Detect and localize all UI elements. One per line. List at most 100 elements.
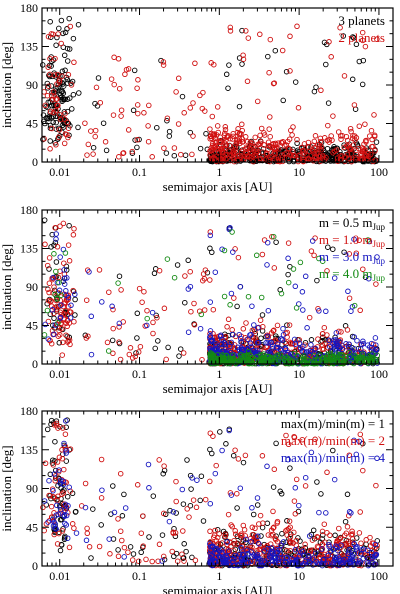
data-point (86, 269, 92, 275)
data-point (259, 524, 266, 531)
data-point (149, 309, 156, 316)
data-point (323, 61, 329, 68)
data-point (76, 90, 82, 96)
legend-entry: m = 0.5 mJup (319, 215, 386, 232)
data-point (309, 148, 316, 154)
data-point (166, 128, 173, 135)
data-point (274, 547, 280, 553)
data-point (48, 31, 55, 37)
data-point (167, 507, 173, 514)
data-point (236, 103, 243, 110)
data-point (63, 447, 69, 454)
data-point (257, 132, 263, 139)
data-point (369, 136, 375, 143)
data-point (320, 532, 326, 538)
data-point (368, 549, 375, 556)
data-point (212, 470, 219, 477)
data-point (226, 62, 232, 68)
data-point (119, 513, 126, 519)
data-point (156, 541, 163, 548)
data-point (184, 457, 190, 463)
data-point (219, 336, 225, 342)
data-point (374, 36, 380, 42)
y-tick-label: 45 (26, 520, 38, 534)
data-point (278, 139, 285, 146)
data-point (343, 133, 350, 140)
data-point (321, 135, 328, 141)
data-point (54, 102, 60, 109)
data-point (39, 62, 46, 68)
data-point (354, 544, 360, 550)
data-point (312, 133, 319, 139)
data-point (249, 553, 255, 560)
data-point (245, 360, 251, 367)
data-point (279, 530, 285, 537)
data-point (53, 42, 59, 48)
data-point (179, 486, 186, 493)
data-point (367, 356, 373, 363)
data-point (283, 360, 289, 367)
data-point (223, 71, 230, 78)
data-point (226, 343, 233, 350)
data-point (144, 322, 150, 329)
data-point (222, 357, 228, 364)
data-point (65, 71, 72, 78)
data-point (92, 133, 98, 140)
data-point (225, 548, 232, 554)
data-point (346, 349, 353, 356)
data-point (210, 352, 216, 358)
data-point (213, 138, 220, 145)
data-point (217, 333, 224, 340)
data-point (57, 507, 64, 513)
data-point (212, 527, 218, 534)
data-point (175, 121, 182, 127)
data-point (207, 333, 214, 339)
data-point (48, 83, 55, 89)
data-point (160, 470, 166, 477)
data-point (173, 498, 179, 505)
data-point (135, 558, 142, 564)
data-point (239, 139, 245, 145)
data-point (52, 478, 58, 484)
data-point (161, 463, 167, 469)
data-point (242, 533, 249, 539)
data-point (316, 308, 322, 314)
data-point (146, 485, 152, 491)
data-point (340, 33, 347, 39)
data-point (219, 555, 226, 561)
data-point (272, 140, 279, 147)
data-point (227, 157, 234, 164)
data-point (134, 85, 140, 91)
data-point (285, 255, 291, 262)
data-point (51, 102, 57, 109)
data-point (181, 110, 187, 116)
data-point (187, 502, 194, 509)
data-point (64, 45, 71, 52)
data-point (143, 556, 149, 563)
data-point (63, 450, 69, 456)
data-point (164, 115, 171, 121)
data-point (257, 31, 263, 38)
data-point (116, 324, 122, 330)
data-point (160, 62, 167, 68)
data-point (61, 281, 68, 287)
x-axis-label: semimajor axis [AU] (163, 381, 273, 396)
y-tick-label: 135 (20, 242, 38, 256)
data-point (71, 59, 77, 66)
data-point (210, 142, 216, 149)
data-point (284, 355, 291, 361)
data-point (359, 547, 365, 553)
data-point (240, 459, 247, 466)
data-point (331, 476, 338, 483)
data-point (117, 528, 124, 534)
series-2 (41, 23, 380, 165)
data-point (219, 344, 225, 351)
data-point (365, 275, 372, 282)
data-point (51, 284, 57, 290)
data-point (222, 124, 229, 130)
data-point (330, 246, 336, 252)
data-point (119, 537, 125, 544)
data-point (60, 490, 67, 496)
data-point (359, 81, 366, 88)
